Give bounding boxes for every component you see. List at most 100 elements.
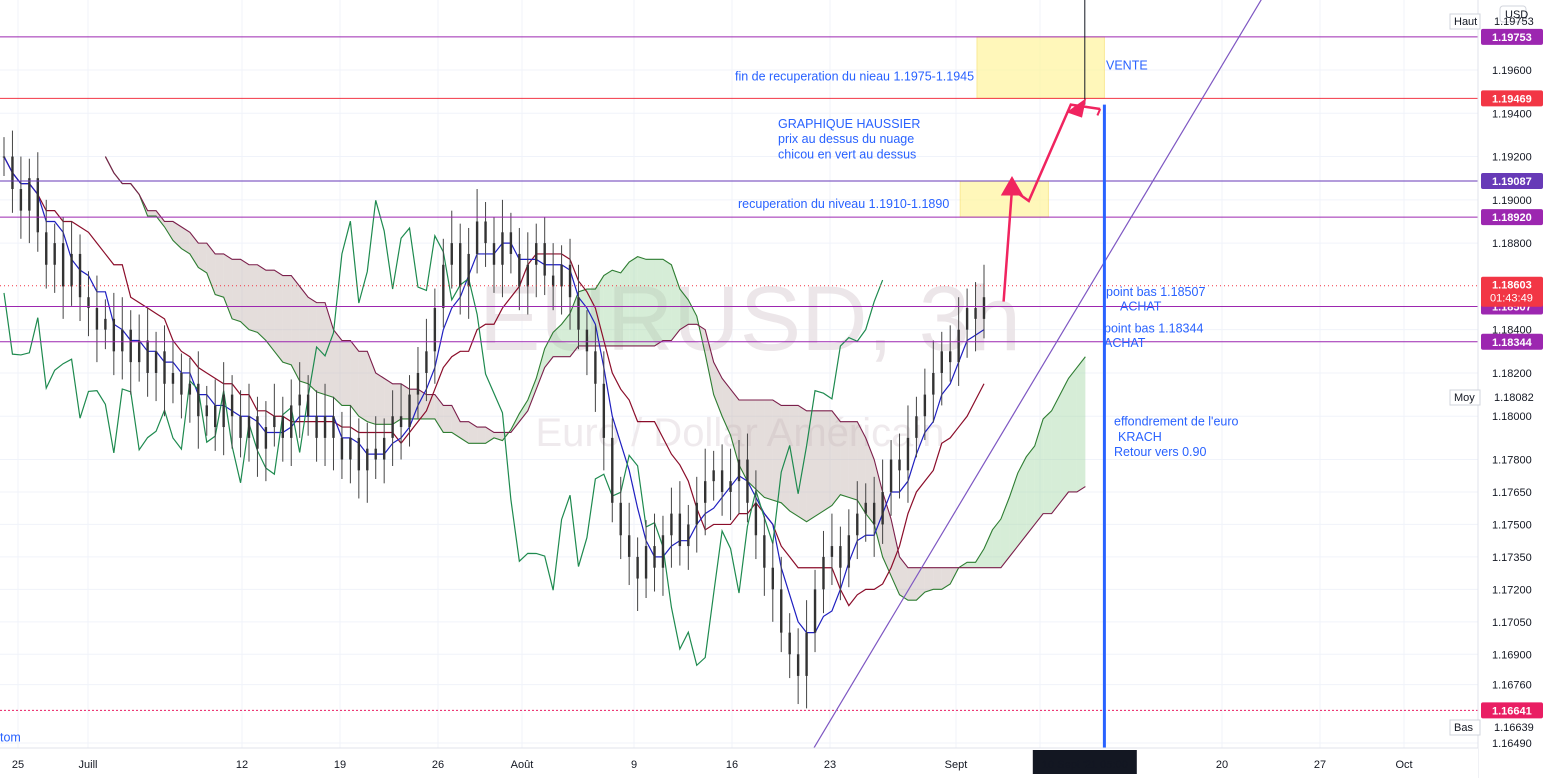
candle-body	[602, 383, 606, 438]
cloud-segment	[654, 259, 663, 346]
candle-body	[526, 264, 529, 287]
time-axis[interactable]: 25Juill121926Août91623Sept72027Oct10 Sep…	[0, 747, 1478, 778]
cloud-segment	[688, 299, 697, 325]
candle-body	[611, 437, 614, 503]
cloud-segment	[147, 210, 157, 217]
cloud-segment	[164, 221, 173, 241]
cloud-segment	[409, 389, 418, 419]
time-tick-label: 16	[726, 759, 738, 771]
cloud-segment	[815, 410, 824, 517]
candle-body	[974, 308, 977, 319]
level-tag	[1481, 333, 1543, 350]
cloud-segment	[519, 400, 528, 422]
annotation-text: effondrement de l'euro	[1114, 415, 1239, 429]
candle-body	[551, 275, 555, 287]
cloud-segment	[1060, 378, 1069, 503]
cloud-segment	[308, 297, 317, 392]
candle-body	[560, 264, 563, 287]
cloud-segment	[1068, 367, 1077, 492]
candle-body	[197, 383, 200, 417]
candle-body	[467, 253, 470, 287]
candle-body	[889, 459, 893, 492]
annotation-text: point bas 1.18344	[1104, 322, 1203, 336]
candle-body	[366, 448, 369, 471]
stat-tag-label: Haut	[1454, 16, 1477, 28]
price-tick-label: 1.17650	[1492, 487, 1532, 499]
candle-body	[2, 156, 6, 158]
currency-box[interactable]	[1499, 5, 1527, 23]
cloud-segment	[831, 410, 841, 506]
annotation-text: recuperation du niveau 1.1910-1.1890	[738, 197, 949, 211]
cloud-segment	[553, 324, 562, 357]
cloud-segment	[1034, 418, 1044, 525]
cloud-segment	[612, 270, 621, 346]
cloud-segment	[772, 400, 782, 503]
cloud-segment	[282, 275, 292, 365]
candle-body	[687, 524, 690, 547]
candle-body	[678, 513, 682, 547]
price-tick-label: 1.19400	[1492, 108, 1532, 120]
cloud-segment	[1043, 410, 1052, 514]
candle-body	[856, 513, 859, 536]
cloud-segment	[460, 421, 469, 444]
candle-body	[399, 416, 403, 428]
candle-body	[188, 383, 192, 395]
cloud-segment	[299, 286, 309, 384]
stat-tag-label: Moy	[1454, 392, 1475, 404]
candle-body	[535, 243, 538, 265]
trendline	[809, 0, 1262, 755]
cloud-segment	[755, 400, 765, 498]
candle-body	[290, 405, 293, 438]
candle-body	[864, 502, 867, 514]
candle-body	[949, 351, 952, 363]
time-tick-label: Sept	[945, 759, 968, 771]
candle-body	[53, 243, 56, 265]
cloud-segment	[570, 291, 579, 357]
last-price-label: 1.18603	[1492, 280, 1532, 292]
cloud-segment	[232, 259, 241, 322]
level-tag-label: 1.16641	[1492, 705, 1532, 717]
candle-body	[442, 264, 445, 309]
time-tick-label: 23	[824, 759, 836, 771]
annotation-text: VENTE	[1106, 59, 1148, 73]
candle-body	[906, 437, 910, 471]
candle-body	[416, 372, 420, 395]
candle-body	[129, 329, 132, 363]
candle-body	[965, 308, 969, 330]
candle-body	[222, 394, 225, 428]
cloud-segment	[206, 243, 216, 295]
candle-body	[70, 253, 73, 287]
candle-body	[704, 481, 707, 503]
time-tick-label: 19	[334, 759, 346, 771]
cloud-segment	[426, 394, 435, 419]
candle-body	[78, 253, 82, 298]
time-axis-bg	[0, 748, 1478, 778]
price-tick-label: 1.17200	[1492, 584, 1532, 596]
cloud-segment	[916, 567, 925, 601]
candle-body	[433, 308, 437, 352]
price-tick-label: 1.18800	[1492, 238, 1532, 250]
candle-body	[349, 437, 352, 460]
candle-body	[805, 632, 808, 676]
sell-zone	[976, 36, 1105, 99]
cloud-segment	[857, 421, 866, 514]
senkou-span-a	[104, 156, 1086, 601]
cloud-segment	[941, 567, 951, 590]
level-tag	[1481, 173, 1543, 190]
candle-body	[518, 253, 521, 287]
candle-body	[475, 221, 479, 254]
price-axis[interactable]: 1.19600 1.19400 1.19200 1.19000 1.18800 1.184…	[1449, 0, 1546, 778]
price-tick-label: 1.16760	[1492, 680, 1532, 692]
cloud-segment	[739, 400, 748, 482]
cloud-segment	[924, 567, 934, 593]
cloud-segment	[992, 519, 1001, 568]
price-tick-label: 1.19000	[1492, 195, 1532, 207]
stat-tag-value: 1.18082	[1494, 392, 1534, 404]
time-tick-label: Août	[511, 759, 534, 771]
cloud-segment	[1009, 473, 1018, 557]
time-tick-label: Juill	[79, 759, 98, 771]
candlesticks	[2, 130, 986, 709]
candle-body	[450, 243, 453, 265]
